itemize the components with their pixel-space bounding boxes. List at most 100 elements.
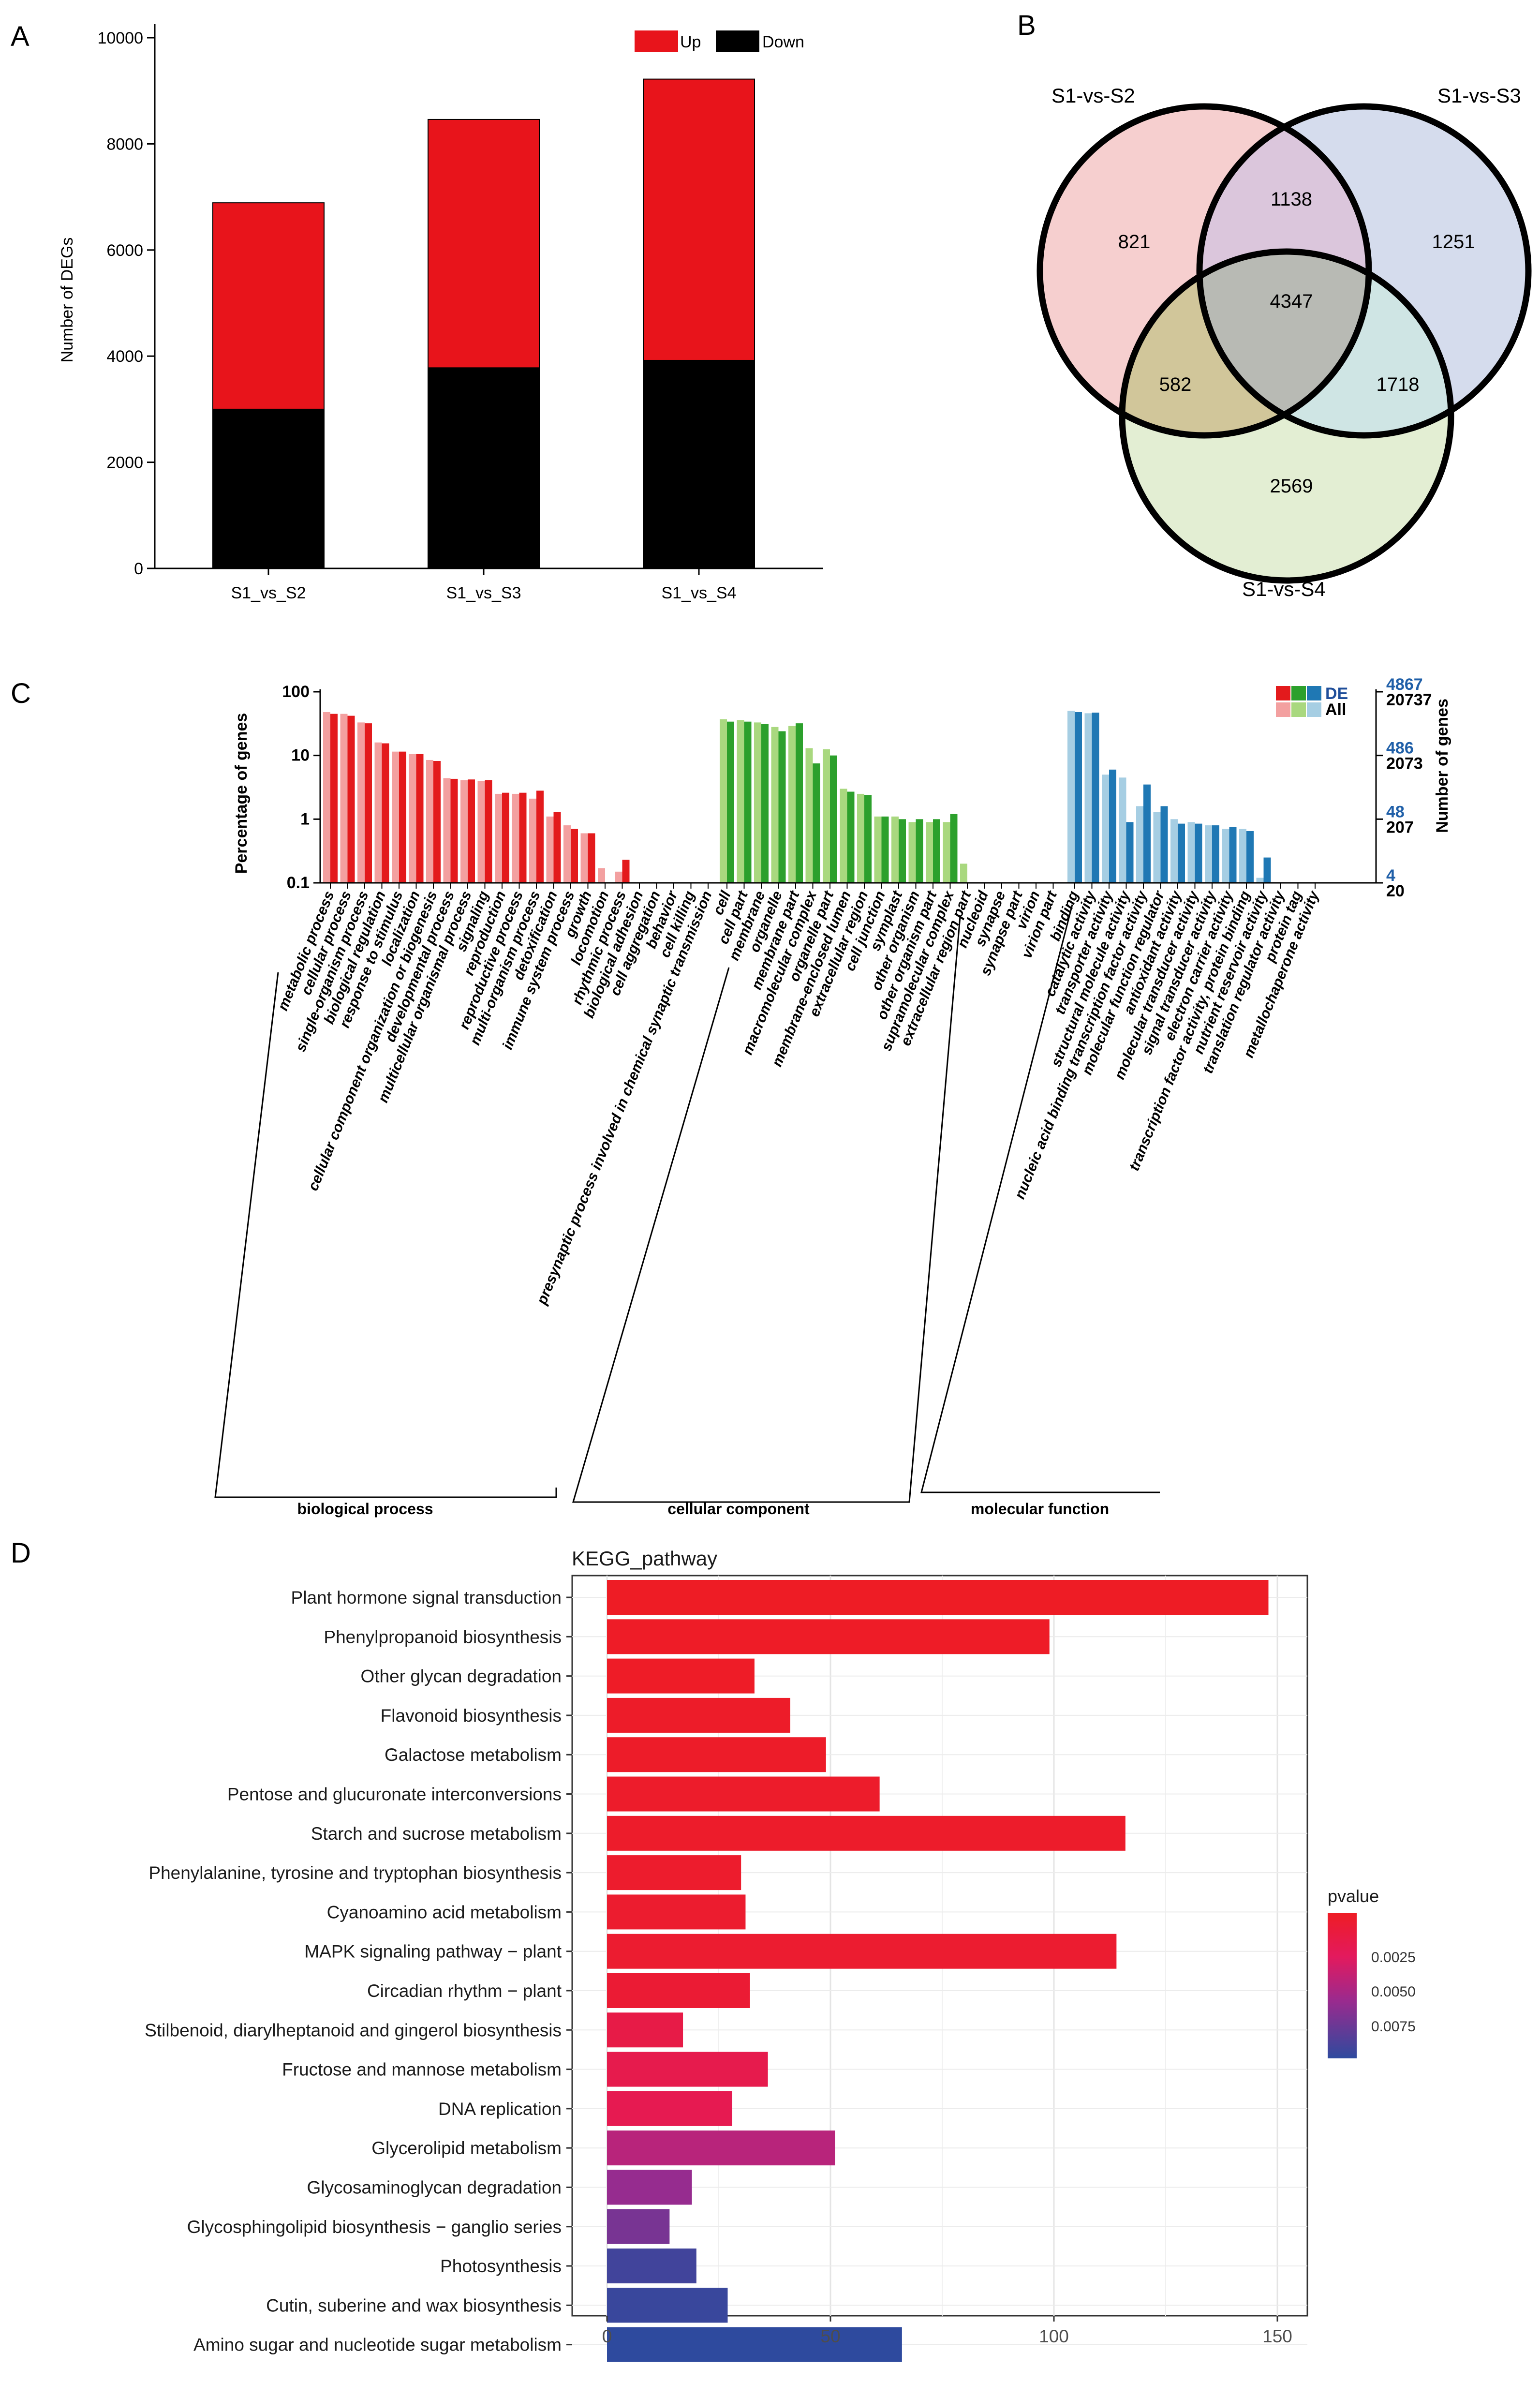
y-tick-label: 10000 [97, 29, 143, 47]
go-bar-de [1075, 712, 1082, 883]
venn-label-s2: S1-vs-S2 [1051, 84, 1135, 107]
legend-all-bp [1276, 702, 1290, 717]
go-bar-all [580, 833, 588, 883]
legend-down-swatch [716, 30, 759, 52]
kegg-bar [607, 1658, 755, 1694]
go-bar-de [399, 751, 406, 883]
panel-b-label: B [1017, 10, 1036, 41]
go-bar-all [960, 864, 967, 883]
legend-all-cc [1291, 702, 1306, 717]
go-bar-de [1092, 713, 1099, 883]
kegg-label: Phenylpropanoid biosynthesis [324, 1627, 562, 1647]
kegg-label: Galactose metabolism [385, 1745, 562, 1765]
go-bar-all [1084, 713, 1092, 883]
bracket-biological-process [214, 972, 557, 1498]
kegg-bar [607, 1816, 1125, 1851]
y-tick-label: 2000 [106, 454, 143, 472]
go-bar-de [933, 819, 940, 883]
go-bar-de [761, 724, 769, 883]
kegg-bar [607, 2052, 768, 2087]
kegg-bar [607, 2209, 670, 2244]
kegg-bar [607, 1619, 1050, 1654]
panel-c-ylabel: Percentage of genes [232, 713, 251, 874]
go-bar-all [1153, 812, 1161, 883]
panel-a-bars [212, 78, 755, 569]
panel-d-label: D [11, 1537, 31, 1569]
y2-tick-all: 2073 [1386, 755, 1423, 773]
venn-label-s3: S1-vs-S3 [1437, 84, 1521, 107]
go-bar-all [840, 789, 847, 883]
go-bar-all [1170, 819, 1178, 883]
venn-count-s3-s4: 1718 [1377, 374, 1420, 395]
bracket-cellular-component [572, 916, 961, 1503]
pvalue-tick-1: 0.0025 [1371, 1950, 1416, 1965]
kegg-label: Pentose and glucuronate interconversions [227, 1785, 562, 1804]
go-bar-all [1187, 822, 1195, 883]
go-bar-de [622, 860, 630, 883]
kegg-label: Glycerolipid metabolism [371, 2138, 562, 2158]
kegg-label: Amino sugar and nucleotide sugar metabol… [193, 2335, 562, 2355]
legend-up-label: Up [680, 33, 701, 51]
x-tick-label: S1_vs_S3 [446, 584, 521, 602]
go-bar-all [563, 825, 571, 883]
go-bar-de [382, 743, 389, 883]
kegg-label: Cutin, suberine and wax biosynthesis [266, 2295, 562, 2315]
go-bar-all [926, 822, 933, 883]
kegg-bar [607, 1737, 826, 1772]
panel-a: A Number of DEGs 0200040006000800010000 … [11, 21, 823, 602]
go-bar-all [1102, 774, 1109, 883]
go-bar-de [468, 779, 475, 883]
go-bar-de [502, 792, 509, 883]
kegg-bar [607, 1894, 746, 1930]
bar-down-S1_vs_S4 [643, 359, 755, 569]
go-bar-de [744, 721, 752, 883]
go-bar-all [1256, 878, 1264, 883]
go-bar-all [1222, 829, 1229, 883]
x-tick-label: 50 [820, 2326, 840, 2346]
go-bar-all [615, 871, 622, 883]
go-bar-all [392, 751, 399, 883]
go-bar-de [1126, 822, 1134, 883]
x-tick-label: 0 [602, 2326, 612, 2346]
kegg-label: Glycosphingolipid biosynthesis − ganglio… [187, 2217, 562, 2237]
y-tick-label: 8000 [106, 135, 143, 153]
panel-c: C Percentage of genes Number of genes 10… [11, 675, 1451, 1518]
kegg-bar [607, 2012, 683, 2048]
go-bar-all [477, 781, 485, 883]
go-bar-de [830, 755, 837, 883]
panel-c-ylabel2: Number of genes [1433, 699, 1451, 833]
go-bar-de [1143, 784, 1151, 883]
go-bar-de [881, 816, 889, 883]
venn-outline-s3 [1196, 103, 1532, 439]
group-label-molecular-function: molecular function [971, 1500, 1109, 1518]
kegg-label: Circadian rhythm − plant [367, 1981, 562, 2001]
y-tick-label: 1 [300, 810, 310, 828]
go-bar-all [426, 759, 433, 883]
panel-d-legend: pvalue 0.0025 0.0050 0.0075 [1328, 1886, 1416, 2058]
kegg-label: MAPK signaling pathway − plant [304, 1942, 562, 1962]
x-tick-label: 150 [1262, 2326, 1292, 2346]
go-bar-all [943, 822, 950, 883]
legend-de-label: DE [1325, 685, 1348, 703]
kegg-bar [607, 1934, 1117, 1969]
kegg-bar [607, 2170, 692, 2205]
go-bar-de [864, 795, 872, 883]
go-bar-de [916, 819, 923, 883]
y-tick-label: 6000 [106, 241, 143, 260]
kegg-bar [607, 2288, 728, 2323]
y-tick-label: 0 [134, 560, 143, 578]
go-bar-de [1263, 857, 1271, 883]
go-bar-de [347, 715, 355, 883]
kegg-label: Cyanoamino acid metabolism [327, 1902, 562, 1922]
legend-de-mf [1307, 686, 1321, 700]
go-bar-all [323, 712, 330, 883]
legend-all-mf [1307, 702, 1321, 717]
go-bar-all [546, 816, 554, 883]
go-bar-de [1109, 769, 1116, 883]
y-tick-label: 4000 [106, 347, 143, 366]
kegg-bar [607, 2091, 732, 2126]
y2-tick-de: 4 [1386, 866, 1395, 885]
go-bar-de [1246, 831, 1254, 883]
bracket-molecular-function [920, 904, 1160, 1493]
